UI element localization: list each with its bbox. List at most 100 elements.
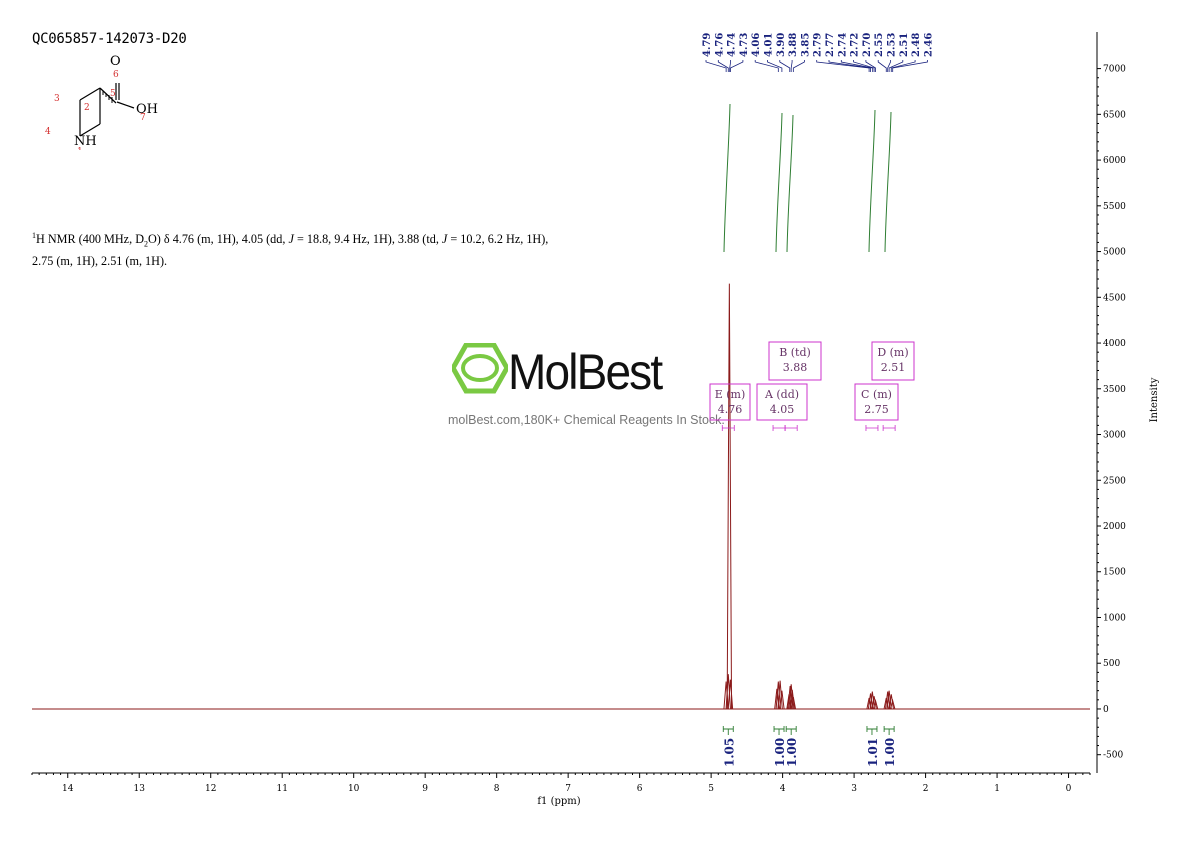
multiplet-range-marker [882, 425, 896, 431]
peak-label: 2.55 [874, 33, 885, 57]
integral-curve [723, 103, 731, 253]
y-tick-label: 3500 [1103, 385, 1126, 395]
peak-label-leader [730, 60, 744, 72]
peak-label: 2.74 [837, 33, 848, 57]
peak-label: 2.79 [813, 33, 824, 57]
integral-value: 1.00 [883, 738, 897, 767]
spectrum-peak [886, 690, 892, 710]
atom-number-5: 5 [110, 89, 116, 99]
watermark-brand: MolBest [508, 344, 663, 400]
multiplet-box [854, 383, 899, 421]
peak-label: 2.46 [923, 33, 934, 57]
x-tick-label: 5 [708, 784, 714, 794]
y-tick-label: 4000 [1103, 339, 1126, 349]
y-axis-label: Intensity [1149, 377, 1160, 422]
multiplet-range-marker [721, 425, 735, 431]
integral-marker [883, 726, 895, 735]
peak-label: 4.74 [727, 33, 738, 57]
peak-label: 2.48 [911, 33, 922, 57]
spectrum-peak [871, 696, 877, 710]
x-tick-label: 8 [494, 784, 500, 794]
spectrum-peak [869, 691, 876, 710]
peak-label-leader [717, 60, 729, 72]
peak-label-leader [790, 60, 793, 72]
spectrum-peak [789, 689, 795, 710]
multiplet-shift: 2.51 [881, 361, 906, 374]
y-tick-label: 2500 [1103, 476, 1126, 486]
y-tick-label: 5500 [1103, 202, 1126, 212]
integral-value: 1.01 [866, 738, 880, 767]
spectrum-peak [726, 283, 733, 709]
x-tick-label: 0 [1066, 784, 1072, 794]
spectrum-peak [787, 686, 793, 710]
x-tick-label: 4 [780, 784, 786, 794]
y-tick-label: 0 [1103, 705, 1109, 715]
peak-label-leader [816, 60, 870, 72]
atom-number-4: 4 [45, 127, 51, 137]
multiplet-box [709, 383, 751, 421]
integral-marker [866, 726, 878, 735]
atom-number-1: 1 [77, 147, 83, 150]
integral-curve [868, 109, 876, 253]
integral-marker [773, 726, 785, 735]
peak-label-leader [887, 60, 891, 72]
spectrum-peak [779, 690, 785, 710]
peak-label: 2.72 [850, 33, 861, 57]
peak-label-leader [888, 60, 904, 72]
spectrum-peak [790, 696, 797, 710]
atom-number-7: 7 [140, 113, 146, 123]
x-tick-label: 12 [205, 784, 216, 794]
atom-number-3: 3 [54, 94, 60, 104]
spectrum-peak [872, 698, 879, 710]
multiplet-box [768, 341, 822, 381]
x-tick-label: 10 [348, 784, 360, 794]
x-axis-label: f1 (ppm) [537, 796, 580, 807]
multiplet-label: C (m) [861, 388, 892, 401]
x-tick-label: 2 [923, 784, 929, 794]
y-tick-label: 6000 [1103, 156, 1126, 166]
x-tick-label: 3 [851, 784, 857, 794]
multiplet-shift: 3.88 [783, 361, 808, 374]
peak-label: 2.70 [862, 33, 873, 57]
peak-label-leader [853, 60, 875, 72]
integral-curve [884, 111, 892, 253]
integral-marker [785, 726, 797, 735]
multiplet-range-marker [784, 425, 798, 431]
spectrum-peak [777, 680, 783, 710]
peak-label: 4.76 [714, 33, 725, 57]
peak-label: 3.85 [800, 33, 811, 57]
integral-value: 1.00 [773, 738, 787, 767]
y-tick-label: 3000 [1103, 431, 1126, 441]
integral-value: 1.05 [722, 738, 736, 767]
spectrum-peak [884, 691, 891, 710]
peak-label: 2.51 [899, 33, 910, 57]
peak-label: 4.79 [702, 33, 713, 57]
x-tick-label: 1 [994, 784, 1000, 794]
integral-value: 1.00 [785, 738, 799, 767]
atom-nh: NH [74, 134, 97, 149]
peak-label-leader [892, 60, 928, 72]
multiplet-box [871, 341, 915, 381]
integral-marker [722, 726, 734, 735]
y-tick-label: 2000 [1103, 522, 1126, 532]
y-tick-label: 6500 [1103, 110, 1126, 120]
spectrum-peak [775, 681, 782, 710]
integral-curve [775, 112, 783, 253]
integral-curve [786, 114, 794, 253]
y-tick-label: 1000 [1103, 613, 1126, 623]
x-tick-label: 13 [134, 784, 146, 794]
spectrum-peak [727, 679, 734, 710]
y-tick-label: 5000 [1103, 248, 1126, 258]
x-tick-label: 9 [422, 784, 428, 794]
peak-label: 3.88 [788, 33, 799, 57]
y-tick-label: 500 [1103, 659, 1120, 669]
atom-number-2: 2 [84, 103, 90, 113]
multiplet-label: A (dd) [764, 388, 799, 401]
y-tick-label: -500 [1103, 751, 1123, 761]
peak-label-leader [840, 60, 874, 72]
peak-label-leader [729, 60, 731, 72]
y-tick-label: 1500 [1103, 568, 1126, 578]
peak-label-leader [890, 60, 916, 72]
y-tick-label: 7000 [1103, 65, 1126, 75]
peak-label: 4.01 [764, 33, 775, 57]
